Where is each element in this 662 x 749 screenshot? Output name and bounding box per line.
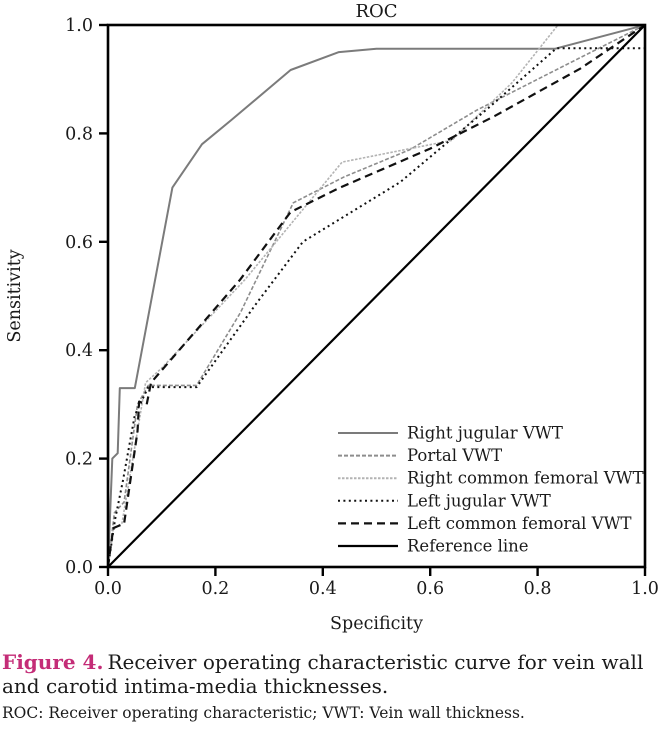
legend-item: Right jugular VWT [338,424,563,443]
legend-label: Portal VWT [407,446,502,465]
roc-curve-0 [107,24,646,568]
y-tick-label: 0.6 [65,233,93,253]
x-tick-label: 0.8 [524,579,552,599]
x-tick-label: 0.0 [94,579,122,599]
legend-label: Right common femoral VWT [407,469,644,488]
legend-label: Left common femoral VWT [407,514,632,533]
roc-curve-5 [107,24,646,568]
legend-item: Reference line [338,537,529,556]
figure-label: Figure 4. [2,650,104,674]
legend-label: Left jugular VWT [407,491,551,510]
y-tick-label: 0.2 [65,450,93,470]
legend-item: Left common femoral VWT [338,514,632,533]
legend-item: Left jugular VWT [338,491,551,510]
roc-curve-4 [106,24,646,568]
legend-label: Reference line [407,537,529,556]
roc-curve-1 [107,24,646,568]
caption-text: Receiver operating characteristic curve … [2,650,644,699]
legend-item: Right common femoral VWT [338,469,644,488]
y-tick-label: 0.0 [65,558,93,578]
roc-chart: ROC 0.0 0.2 0.4 0.6 0.8 1.0 0.0 0.2 0.4 0.6 0.8 1.0 S… [5,1,659,634]
y-axis-label: Sensitivity [5,249,25,342]
y-tick-label: 1.0 [65,16,93,36]
legend-item: Portal VWT [338,446,502,465]
plot-frame [106,23,647,569]
x-axis-label: Specificity [330,614,423,634]
roc-curve-3 [107,47,645,568]
x-tick-label: 0.2 [201,579,229,599]
x-tick-label: 0.6 [416,579,444,599]
roc-curve-2 [107,24,645,568]
chart-title: ROC [355,1,397,22]
x-tick-label: 1.0 [631,579,659,599]
y-tick-label: 0.4 [65,341,93,361]
y-tick-label: 0.8 [65,124,93,144]
x-tick-label: 0.4 [309,579,337,599]
legend-label: Right jugular VWT [407,424,563,443]
figure-caption: Figure 4. Receiver operating characterist… [0,648,662,699]
legend: Right jugular VWT Portal VWT Right common … [338,424,644,556]
figure-footnote: ROC: Receiver operating characteristic; … [2,703,525,722]
